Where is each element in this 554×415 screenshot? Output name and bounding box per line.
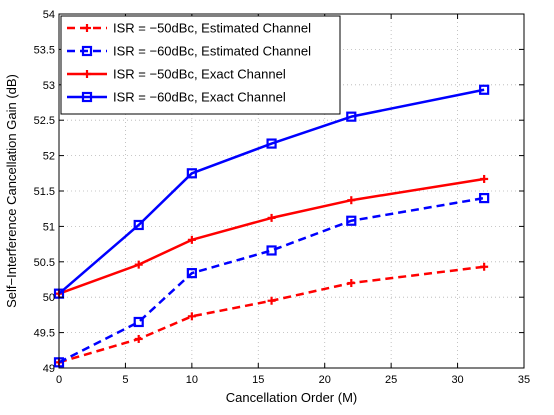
data-point	[480, 262, 489, 271]
y-tick-label: 52	[43, 151, 55, 163]
data-point	[266, 138, 277, 149]
x-tick-label: 15	[252, 374, 264, 386]
series-line	[58, 196, 485, 364]
data-point	[479, 84, 490, 95]
y-tick-label: 50	[43, 292, 55, 304]
legend-entry: ISR = −50dBc, Estimated Channel	[67, 21, 311, 36]
data-point	[187, 235, 196, 244]
legend-label: ISR = −50dBc, Exact Channel	[113, 67, 286, 82]
y-tick-label: 53.5	[34, 44, 55, 56]
legend: ISR = −50dBc, Estimated Channel ISR = −60…	[60, 15, 341, 115]
data-point	[134, 260, 143, 269]
legend-entry: ISR = −60dBc, Exact Channel	[67, 90, 286, 105]
data-point	[186, 168, 197, 179]
data-point	[480, 174, 489, 183]
legend-swatch-marker	[81, 45, 93, 57]
data-point	[187, 312, 196, 321]
series-line	[58, 88, 485, 295]
legend-swatch-marker	[81, 91, 93, 103]
y-tick-label: 52.5	[34, 115, 55, 127]
x-tick-label: 10	[186, 374, 198, 386]
y-tick-label: 54	[43, 9, 55, 21]
series-3	[53, 84, 490, 299]
data-point	[186, 268, 197, 279]
data-point	[267, 296, 276, 305]
data-point	[347, 196, 356, 205]
y-tick-label: 50.5	[34, 257, 55, 269]
legend-entry: ISR = −60dBc, Estimated Channel	[67, 44, 311, 59]
legend-box	[60, 15, 341, 115]
data-point	[267, 213, 276, 222]
series-1	[53, 192, 490, 368]
data-point	[134, 334, 143, 343]
x-tick-label: 5	[122, 374, 128, 386]
y-tick-label: 53	[43, 80, 55, 92]
y-tick-label: 51	[43, 221, 55, 233]
data-point	[133, 219, 144, 231]
y-tick-label: 49	[43, 363, 55, 375]
x-tick-label: 35	[518, 374, 530, 386]
legend-swatch-marker	[83, 70, 91, 78]
y-tick-label: 49.5	[34, 328, 55, 340]
ticks: 0 5 10 15 20 25 30 35 49 49.5 50 50.5 51 51.5 52 52.5 53…	[34, 9, 531, 386]
legend-label: ISR = −60dBc, Estimated Channel	[113, 44, 311, 59]
x-axis-label: Cancellation Order (M)	[226, 390, 358, 405]
series-line	[58, 177, 485, 295]
legend-entry: ISR = −50dBc, Exact Channel	[67, 67, 286, 82]
legend-swatch-marker	[83, 24, 91, 32]
series-layer	[53, 84, 490, 368]
series-2	[55, 174, 489, 298]
x-tick-label: 0	[56, 374, 62, 386]
x-tick-label: 25	[385, 374, 397, 386]
x-tick-label: 30	[451, 374, 463, 386]
x-tick-label: 20	[319, 374, 331, 386]
y-axis-label: Self−Interference Cancellation Gain (dB)	[4, 74, 19, 308]
data-point	[479, 192, 490, 204]
series-line	[58, 265, 485, 364]
data-point	[347, 279, 356, 288]
legend-label: ISR = −50dBc, Estimated Channel	[113, 21, 311, 36]
legend-label: ISR = −60dBc, Exact Channel	[113, 90, 286, 105]
data-point	[133, 316, 144, 328]
data-point	[346, 111, 357, 122]
y-tick-label: 51.5	[34, 186, 55, 198]
data-point	[266, 245, 277, 256]
data-point	[346, 215, 357, 226]
